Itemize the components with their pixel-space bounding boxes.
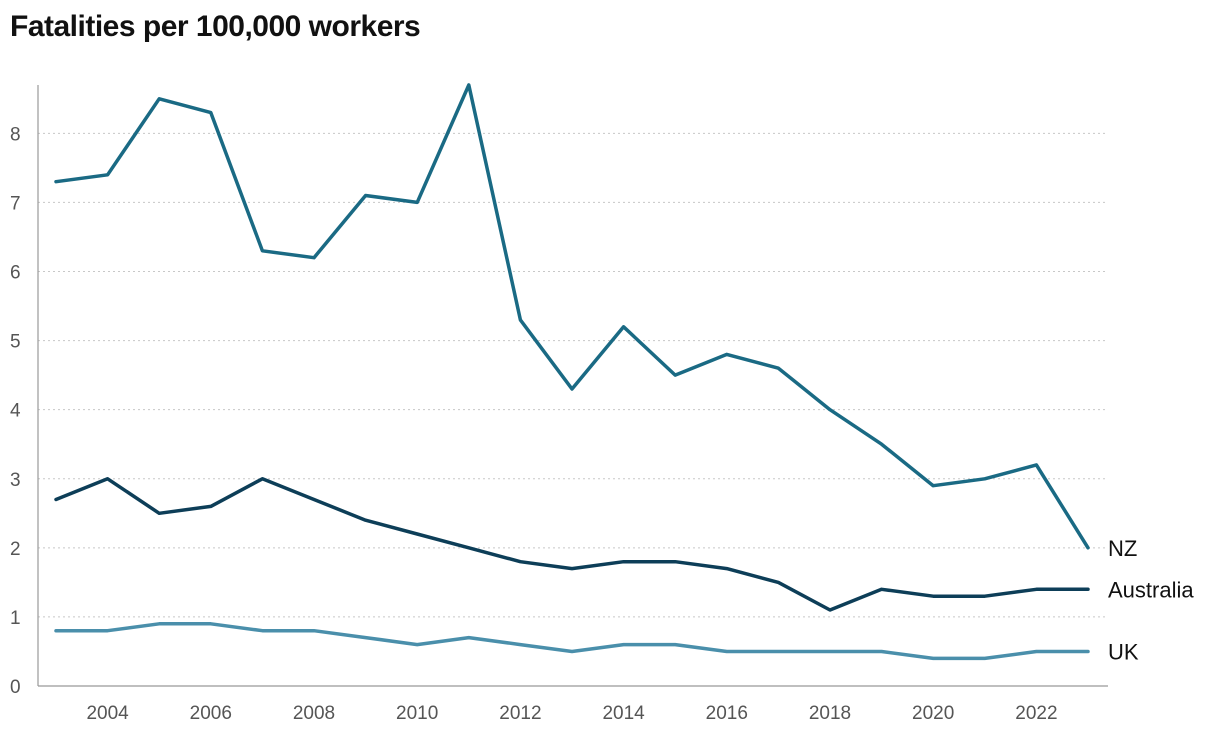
y-tick-label: 7 [10, 193, 21, 214]
series-lines [54, 83, 1090, 661]
y-tick-label: 1 [10, 608, 21, 629]
y-tick-label: 4 [10, 401, 21, 422]
y-tick-label: 8 [10, 124, 21, 145]
series-line-uk [54, 622, 1090, 661]
x-tick-labels: 2004 2006 2008 2010 2012 2014 2016 2018 2020 2022 [86, 703, 1057, 724]
x-tick-label: 2022 [1015, 703, 1057, 724]
x-tick-label: 2010 [396, 703, 438, 724]
y-tick-label: 5 [10, 332, 21, 353]
series-label-nz: NZ [1108, 536, 1137, 561]
series-label-uk: UK [1108, 639, 1139, 664]
x-tick-label: 2006 [190, 703, 232, 724]
x-tick-label: 2016 [706, 703, 748, 724]
x-tick-label: 2012 [499, 703, 541, 724]
series-label-australia: Australia [1108, 577, 1194, 602]
y-tick-label: 0 [10, 677, 21, 698]
gridlines [38, 132, 1108, 618]
series-line-australia [54, 477, 1090, 612]
axes [37, 85, 1108, 687]
x-tick-label: 2018 [809, 703, 851, 724]
y-tick-label: 2 [10, 539, 21, 560]
series-line-nz [54, 83, 1090, 550]
y-tick-label: 6 [10, 263, 21, 284]
series-labels: NZ Australia UK [1108, 536, 1194, 665]
y-tick-labels: 0 1 2 3 4 5 6 7 8 [10, 124, 21, 698]
x-tick-label: 2004 [86, 703, 129, 724]
y-tick-label: 3 [10, 470, 21, 491]
x-tick-label: 2008 [293, 703, 335, 724]
chart-title: Fatalities per 100,000 workers [10, 10, 421, 43]
x-tick-label: 2020 [912, 703, 954, 724]
x-tick-label: 2014 [602, 703, 645, 724]
